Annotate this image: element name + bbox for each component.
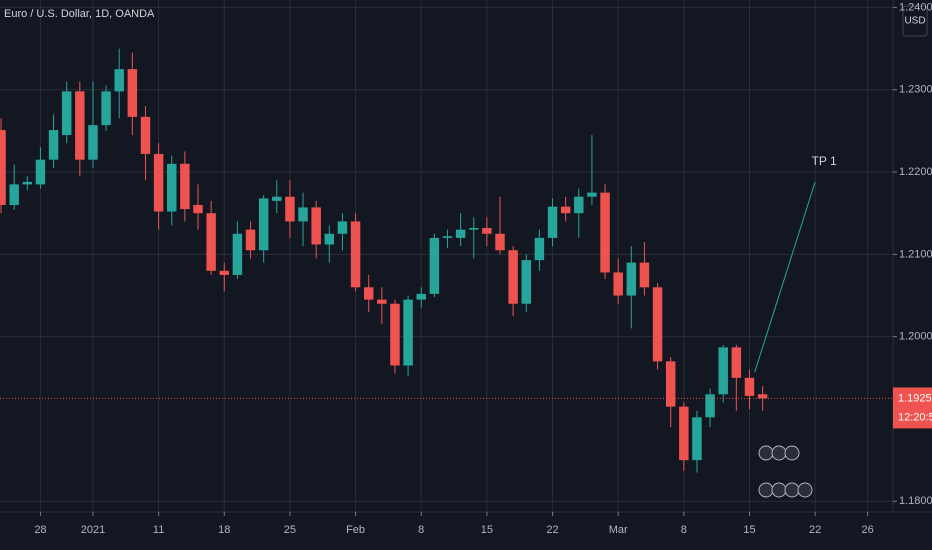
candle-body bbox=[534, 237, 545, 261]
x-tick-label: 8 bbox=[418, 524, 424, 536]
candle-body bbox=[193, 204, 203, 214]
candle-body bbox=[324, 233, 335, 245]
candle-body bbox=[272, 196, 282, 201]
candle-body bbox=[652, 287, 663, 362]
x-tick-label: 25 bbox=[284, 524, 296, 536]
candle-body bbox=[403, 299, 413, 366]
candle-body bbox=[140, 116, 151, 154]
event-icon bbox=[797, 482, 813, 498]
candle-body bbox=[495, 233, 505, 251]
x-tick-label: 26 bbox=[862, 524, 874, 536]
y-tick-label: 1.20000 bbox=[899, 331, 932, 343]
y-tick-label: 1.18000 bbox=[899, 495, 932, 507]
event-icon bbox=[758, 445, 774, 461]
candle-body bbox=[337, 221, 348, 234]
candle-body bbox=[153, 153, 164, 212]
candle-body bbox=[180, 163, 190, 210]
x-tick-label: 8 bbox=[681, 524, 687, 536]
candle-body bbox=[377, 299, 387, 304]
candle-body bbox=[757, 394, 768, 399]
candle-body bbox=[48, 130, 59, 160]
candle-body bbox=[574, 196, 584, 214]
y-tick-label: 1.22000 bbox=[899, 166, 932, 178]
candle-body bbox=[455, 229, 466, 238]
event-icon bbox=[771, 445, 787, 461]
x-tick-label: 15 bbox=[743, 524, 755, 536]
candle-body bbox=[298, 207, 308, 222]
x-tick-label: 22 bbox=[809, 524, 821, 536]
price-axis bbox=[893, 0, 932, 550]
candle-body bbox=[232, 233, 243, 275]
candle-body bbox=[114, 69, 124, 92]
y-tick-label: 1.23000 bbox=[899, 84, 932, 96]
x-tick-label: 15 bbox=[481, 524, 493, 536]
candle-body bbox=[206, 213, 216, 271]
candle-body bbox=[350, 221, 361, 288]
candle-body bbox=[75, 91, 85, 160]
trend-line bbox=[754, 181, 816, 373]
x-tick-label: 2021 bbox=[81, 524, 105, 536]
candle-body bbox=[22, 181, 33, 185]
candle-body bbox=[219, 270, 229, 275]
candle-body bbox=[482, 228, 492, 234]
x-tick-label: 11 bbox=[153, 524, 164, 536]
chart-title: Euro / U.S. Dollar, 1D, OANDA bbox=[4, 8, 155, 20]
candle-body bbox=[587, 192, 597, 197]
candle-body bbox=[61, 91, 72, 135]
candle-body bbox=[626, 262, 637, 296]
candle-body bbox=[285, 196, 295, 222]
candle-body bbox=[363, 287, 374, 300]
candle-body bbox=[679, 406, 689, 461]
candle-body bbox=[88, 125, 98, 160]
event-icon bbox=[758, 482, 774, 498]
x-tick-label: 22 bbox=[546, 524, 558, 536]
candle-body bbox=[101, 91, 111, 126]
candle-body bbox=[692, 417, 702, 461]
candle-body bbox=[245, 229, 256, 251]
candle-body bbox=[258, 198, 269, 251]
y-tick-label: 1.21000 bbox=[899, 248, 932, 260]
currency-label[interactable]: USD bbox=[904, 16, 925, 27]
event-icon bbox=[784, 445, 800, 461]
candle-body bbox=[469, 228, 479, 230]
candle-body bbox=[429, 237, 440, 294]
x-tick-label: Mar bbox=[609, 524, 628, 536]
candle-body bbox=[521, 260, 531, 304]
candle-body bbox=[613, 272, 623, 296]
currency-button[interactable] bbox=[902, 5, 928, 37]
candle-body bbox=[311, 207, 321, 245]
y-tick-label: 1.24000 bbox=[899, 1, 932, 13]
candle-body bbox=[35, 159, 46, 185]
candle-body bbox=[508, 250, 518, 304]
candle-body bbox=[0, 130, 6, 205]
candle-body bbox=[442, 236, 453, 238]
x-tick-label: Feb bbox=[346, 524, 365, 536]
candle-body bbox=[718, 347, 728, 395]
countdown-label: 12:20:55 bbox=[898, 411, 932, 423]
candle-body bbox=[547, 206, 558, 238]
candle-body bbox=[744, 377, 755, 396]
event-icon bbox=[784, 482, 800, 498]
candle-body bbox=[705, 394, 715, 418]
last-price-label: 1.19250 bbox=[898, 392, 932, 404]
candle-body bbox=[600, 192, 610, 273]
x-tick-label: 28 bbox=[34, 524, 46, 536]
last-price-tag bbox=[893, 387, 932, 429]
candle-body bbox=[416, 293, 426, 300]
candle-body bbox=[127, 69, 138, 117]
candle-body bbox=[390, 303, 400, 366]
x-tick-label: 18 bbox=[218, 524, 230, 536]
candle-body bbox=[560, 206, 571, 214]
event-icons bbox=[758, 445, 813, 498]
candle-body bbox=[9, 184, 19, 205]
event-icon bbox=[771, 482, 787, 498]
candle-body bbox=[639, 262, 650, 288]
candle-body bbox=[665, 361, 676, 407]
candle-body bbox=[731, 347, 742, 378]
candle-body bbox=[167, 163, 177, 212]
annotation-label: TP 1 bbox=[812, 154, 837, 168]
